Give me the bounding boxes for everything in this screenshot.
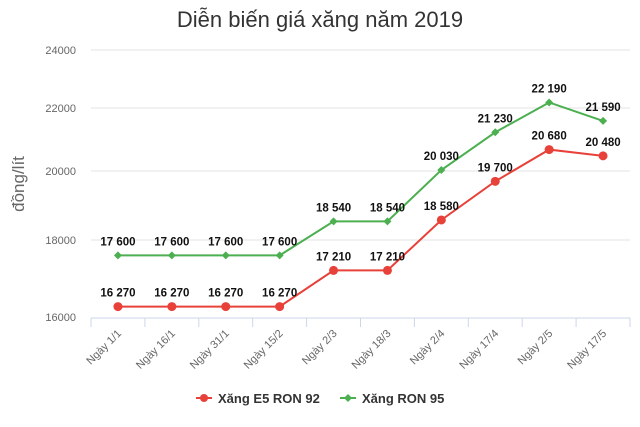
legend-marker-circle	[200, 394, 208, 402]
data-point-circle	[329, 265, 339, 275]
legend-label: Xăng E5 RON 92	[218, 391, 320, 406]
data-point-circle	[382, 265, 392, 275]
x-tick-label: Ngày 17/4	[457, 328, 501, 372]
series-lines	[113, 98, 608, 312]
x-tick-label: Ngày 16/1	[134, 328, 178, 372]
series-line	[117, 148, 604, 308]
data-point-diamond	[545, 98, 554, 107]
data-point-circle	[544, 145, 554, 155]
data-label: 17 600	[262, 236, 297, 248]
data-point-diamond	[599, 116, 608, 125]
data-point-diamond	[275, 251, 284, 260]
legend: Xăng E5 RON 92 Xăng RON 95	[196, 391, 444, 406]
series-line	[117, 101, 604, 257]
y-tick-label: 18000	[45, 235, 76, 247]
data-label: 18 580	[424, 201, 459, 213]
chart-title: Diễn biến giá xăng năm 2019	[177, 7, 463, 32]
data-label: 17 600	[154, 236, 189, 248]
x-tick-label: Ngày 31/1	[188, 328, 232, 372]
data-label: 20 030	[424, 151, 459, 163]
data-label: 16 270	[262, 288, 297, 300]
data-label: 17 210	[316, 251, 351, 263]
y-tick-label: 22000	[45, 103, 76, 115]
x-tick-label: Ngày 1/1	[84, 328, 124, 368]
x-tick-label: Ngày 2/4	[408, 328, 448, 368]
data-label: 16 270	[208, 288, 243, 300]
data-point-circle	[221, 302, 231, 312]
data-point-diamond	[329, 217, 338, 226]
data-point-diamond	[167, 251, 176, 260]
data-label: 16 270	[154, 288, 189, 300]
data-label: 17 600	[208, 236, 243, 248]
data-labels: 16 270 16 270 16 270 16 270 17 210 17 210 18 5…	[100, 83, 620, 299]
data-label: 19 700	[478, 162, 513, 174]
x-axis: Ngày 1/1 Ngày 16/1 Ngày 31/1 Ngày 15/2 Ngày …	[84, 317, 631, 372]
y-tick-label: 20000	[45, 166, 76, 178]
data-label: 22 190	[532, 83, 567, 95]
data-point-circle	[113, 302, 123, 312]
data-point-circle	[490, 176, 500, 186]
x-tick-label: Ngày 18/3	[350, 328, 394, 372]
data-point-circle	[167, 302, 177, 312]
data-point-diamond	[221, 251, 230, 260]
data-label: 21 230	[478, 113, 513, 125]
data-point-circle	[598, 151, 608, 161]
x-tick-label: Ngày 2/3	[300, 328, 340, 368]
data-point-diamond	[383, 217, 392, 226]
data-label: 20 680	[532, 131, 567, 143]
gridlines	[91, 49, 630, 241]
data-label: 17 600	[100, 236, 135, 248]
data-label: 17 210	[370, 251, 405, 263]
data-label: 18 540	[316, 202, 351, 214]
legend-item[interactable]: Xăng RON 95	[340, 391, 444, 406]
x-tick-label: Ngày 15/2	[242, 328, 286, 372]
data-point-diamond	[113, 251, 122, 260]
legend-marker-diamond	[344, 394, 352, 402]
legend-item[interactable]: Xăng E5 RON 92	[196, 391, 320, 406]
x-tick-label: Ngày 17/5	[565, 328, 609, 372]
data-point-diamond	[491, 128, 500, 137]
data-label: 20 480	[585, 137, 620, 149]
data-label: 18 540	[370, 202, 405, 214]
data-point-diamond	[437, 166, 446, 175]
data-label: 16 270	[100, 288, 135, 300]
data-point-circle	[275, 302, 285, 312]
y-axis-label: đồng/lít	[9, 156, 28, 212]
legend-label: Xăng RON 95	[362, 391, 444, 406]
y-tick-label: 24000	[45, 45, 76, 57]
y-tick-label: 16000	[45, 312, 76, 324]
data-point-circle	[436, 215, 446, 225]
y-axis-ticks: 16000 18000 20000 22000 24000	[45, 45, 76, 324]
data-label: 21 590	[585, 102, 620, 114]
x-tick-label: Ngày 2/5	[516, 328, 556, 368]
